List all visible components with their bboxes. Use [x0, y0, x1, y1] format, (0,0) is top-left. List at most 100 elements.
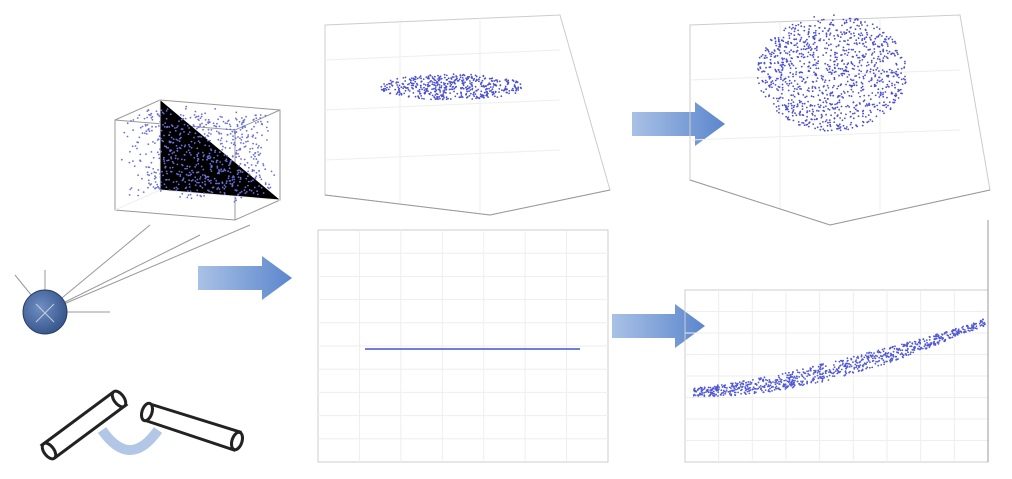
particle: [842, 96, 844, 99]
particle: [771, 51, 773, 54]
particle: [845, 367, 847, 370]
particle: [934, 338, 937, 340]
particle: [792, 101, 795, 103]
particle: [238, 120, 241, 123]
particle: [196, 194, 199, 197]
particle: [761, 53, 764, 56]
particle: [861, 59, 864, 61]
particle: [775, 44, 778, 47]
particle: [791, 383, 793, 385]
particle: [840, 83, 843, 86]
particle: [501, 89, 503, 92]
particle: [814, 382, 817, 384]
particle: [754, 383, 757, 385]
particle: [824, 370, 827, 372]
particle: [825, 42, 828, 45]
particle: [380, 88, 383, 91]
particle: [826, 84, 829, 87]
particle: [235, 152, 238, 154]
particle: [829, 102, 831, 105]
particle: [427, 77, 430, 80]
particle: [177, 125, 179, 127]
particle: [495, 79, 497, 82]
particle: [438, 78, 441, 81]
particle: [132, 129, 135, 132]
particle: [167, 159, 170, 162]
particle: [876, 67, 879, 69]
particle: [386, 86, 388, 89]
particle: [194, 180, 197, 183]
particle: [173, 151, 176, 154]
particle: [427, 82, 430, 84]
particle: [862, 77, 865, 80]
particle: [801, 375, 804, 378]
particle: [187, 194, 190, 197]
particle: [918, 345, 921, 348]
particle: [723, 386, 726, 389]
particle: [873, 27, 875, 30]
particle: [843, 92, 846, 94]
particle: [192, 179, 194, 181]
particle: [390, 83, 392, 85]
particle: [881, 35, 883, 37]
particle: [758, 386, 761, 388]
particle: [226, 154, 228, 157]
particle: [833, 117, 836, 120]
particle: [190, 140, 193, 143]
particle: [873, 83, 876, 86]
particle: [438, 88, 441, 91]
particle: [220, 132, 223, 135]
particle: [189, 174, 191, 177]
particle: [777, 48, 780, 51]
particle: [773, 388, 776, 391]
particle: [194, 132, 197, 135]
particle: [848, 94, 851, 97]
particle: [219, 143, 222, 145]
particle: [891, 38, 894, 41]
particle: [904, 78, 906, 81]
particle: [200, 115, 203, 118]
particle: [730, 385, 733, 387]
particle: [423, 98, 425, 100]
particle: [473, 95, 476, 97]
particle: [866, 121, 869, 124]
particle: [476, 79, 478, 81]
particle: [839, 117, 841, 119]
particle: [794, 377, 797, 379]
particle: [848, 371, 850, 374]
particle: [840, 112, 842, 115]
particle: [703, 386, 706, 389]
particle: [151, 125, 154, 128]
particle: [440, 94, 443, 97]
particle: [214, 125, 217, 128]
particle: [943, 333, 946, 335]
particle: [176, 147, 179, 150]
particle: [197, 140, 200, 143]
particle: [474, 93, 477, 95]
particle: [801, 80, 804, 83]
particle: [162, 174, 165, 177]
particle: [904, 349, 907, 352]
particle: [488, 77, 491, 80]
particle: [816, 371, 819, 374]
particle: [926, 341, 928, 344]
particle: [813, 118, 816, 121]
particle: [777, 85, 780, 88]
particle: [440, 77, 443, 80]
particle: [182, 117, 185, 120]
particle: [775, 380, 778, 383]
particle: [823, 129, 826, 132]
particle: [816, 381, 819, 383]
particle: [850, 84, 852, 87]
particle: [858, 102, 861, 104]
particle: [863, 94, 866, 97]
particle: [779, 52, 782, 55]
particle: [239, 180, 241, 183]
particle: [803, 62, 806, 65]
particle: [789, 71, 792, 74]
particle: [448, 88, 451, 91]
particle: [232, 138, 234, 141]
particle: [850, 365, 853, 368]
particle: [847, 70, 850, 73]
particle: [724, 391, 727, 393]
